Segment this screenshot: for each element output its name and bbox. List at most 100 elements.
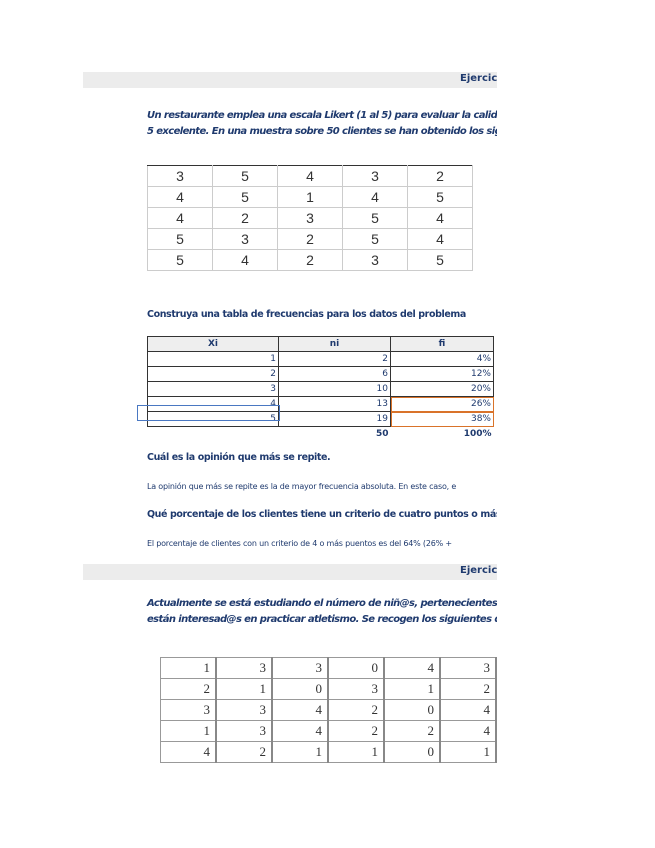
data-cell[interactable]: 1 (160, 720, 217, 742)
data-cell[interactable]: 3 (160, 699, 217, 721)
data-cell[interactable]: 5 (212, 186, 278, 208)
data-cell[interactable]: 3 (342, 249, 408, 271)
data-cell[interactable]: 2 (212, 207, 278, 229)
data-cell[interactable]: 1 (327, 741, 385, 763)
cell-selection-box (137, 405, 280, 421)
data-cell[interactable]: 4 (439, 699, 497, 721)
data-cell[interactable]: 1 (439, 741, 497, 763)
data-cell[interactable]: 2 (383, 720, 441, 742)
total-ni[interactable]: 50 (375, 429, 389, 439)
fi-cell[interactable]: 26% (390, 396, 494, 412)
data-cell[interactable]: 3 (271, 657, 329, 679)
data-cell[interactable]: 2 (215, 741, 273, 763)
data-cell[interactable]: 5 (147, 228, 213, 250)
problem-statement-line: están interesad@s en practicar atletismo… (147, 614, 497, 625)
data-cell[interactable]: 3 (277, 207, 343, 229)
ni-cell[interactable]: 10 (278, 381, 391, 397)
data-cell[interactable]: 2 (277, 228, 343, 250)
answer-percentage: El porcentaje de clientes con un criteri… (147, 539, 452, 548)
data-cell[interactable]: 4 (383, 657, 441, 679)
fi-cell[interactable]: 20% (390, 381, 494, 397)
data-cell[interactable]: 4 (271, 699, 329, 721)
header-fi[interactable]: fi (390, 336, 494, 352)
problem-statement-line: 5 excelente. En una muestra sobre 50 cli… (147, 126, 497, 137)
data-cell[interactable]: 5 (342, 207, 408, 229)
xi-cell[interactable]: 3 (147, 381, 279, 397)
total-row: 50 100% (148, 427, 494, 442)
total-fi[interactable]: 100% (463, 429, 492, 439)
section-title: Ejercici (460, 565, 497, 576)
data-cell[interactable]: 4 (342, 186, 408, 208)
xi-cell[interactable]: 5 (147, 411, 279, 427)
fi-cell[interactable]: 12% (390, 366, 494, 382)
data-cell[interactable]: 4 (212, 249, 278, 271)
data-cell[interactable]: 3 (147, 165, 213, 187)
data-cell[interactable]: 3 (212, 228, 278, 250)
answer-mode: La opinión que más se repite es la de ma… (147, 482, 457, 491)
data-cell[interactable]: 4 (147, 186, 213, 208)
data-cell[interactable]: 4 (160, 741, 217, 763)
data-cell[interactable]: 5 (407, 249, 473, 271)
xi-cell[interactable]: 2 (147, 366, 279, 382)
data-cell[interactable]: 4 (271, 720, 329, 742)
data-cell[interactable]: 2 (327, 720, 385, 742)
data-cell[interactable]: 3 (342, 165, 408, 187)
data-cell[interactable]: 1 (215, 678, 273, 700)
empty-cell (148, 427, 279, 442)
question-frequency-table: Construya una tabla de frecuencias para … (147, 309, 466, 320)
data-cell[interactable]: 4 (439, 720, 497, 742)
data-cell[interactable]: 5 (407, 186, 473, 208)
data-cell[interactable]: 0 (383, 699, 441, 721)
question-percentage: Qué porcentaje de los clientes tiene un … (147, 509, 497, 520)
data-cell[interactable]: 2 (160, 678, 217, 700)
section-title: Ejercici (460, 73, 497, 84)
ni-cell[interactable]: 6 (278, 366, 391, 382)
data-cell[interactable]: 1 (383, 678, 441, 700)
header-ni[interactable]: ni (278, 336, 391, 352)
data-cell[interactable]: 2 (407, 165, 473, 187)
table-row: 2 6 12% (147, 366, 494, 382)
table-row: 5 19 38% (147, 411, 494, 427)
data-cell[interactable]: 4 (277, 165, 343, 187)
header-xi[interactable]: Xi (147, 336, 279, 352)
ni-cell[interactable]: 2 (278, 351, 391, 367)
data-cell[interactable]: 4 (407, 228, 473, 250)
data-cell[interactable]: 3 (327, 678, 385, 700)
data-cell[interactable]: 1 (160, 657, 217, 679)
data-cell[interactable]: 3 (215, 699, 273, 721)
data-cell[interactable]: 2 (439, 678, 497, 700)
data-cell[interactable]: 0 (327, 657, 385, 679)
data-cell[interactable]: 2 (327, 699, 385, 721)
fi-cell[interactable]: 38% (390, 411, 494, 427)
ni-cell[interactable]: 19 (278, 411, 391, 427)
problem-statement-line: Actualmente se está estudiando el número… (147, 598, 497, 609)
data-cell[interactable]: 3 (215, 657, 273, 679)
section-header-bar: Ejercici (83, 72, 497, 88)
data-cell[interactable]: 5 (212, 165, 278, 187)
data-cell[interactable]: 3 (439, 657, 497, 679)
data-cell[interactable]: 1 (277, 186, 343, 208)
data-cell[interactable]: 4 (147, 207, 213, 229)
data-cell[interactable]: 4 (407, 207, 473, 229)
data-cell[interactable]: 0 (271, 678, 329, 700)
data-cell[interactable]: 0 (383, 741, 441, 763)
data-cell[interactable]: 5 (147, 249, 213, 271)
ni-cell[interactable]: 13 (278, 396, 391, 412)
fi-cell[interactable]: 4% (390, 351, 494, 367)
data-cell[interactable]: 3 (215, 720, 273, 742)
data-cell[interactable]: 2 (277, 249, 343, 271)
data-cell[interactable]: 5 (342, 228, 408, 250)
table-row: 3 10 20% (147, 381, 494, 397)
xi-cell[interactable]: 1 (147, 351, 279, 367)
data-cell[interactable]: 1 (271, 741, 329, 763)
